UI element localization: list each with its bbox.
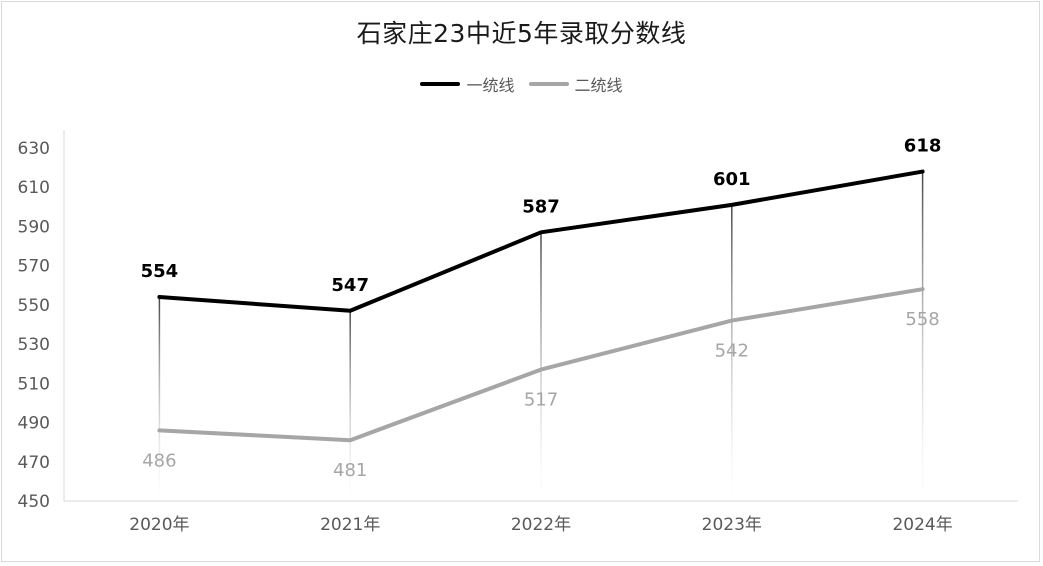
y-tick-label: 550 xyxy=(18,296,50,316)
series-line-1 xyxy=(157,169,925,313)
y-tick-label: 630 xyxy=(18,139,50,159)
x-tick-label: 2021年 xyxy=(320,515,380,535)
data-label-series-2: 558 xyxy=(905,309,939,330)
data-label-series-2: 542 xyxy=(715,341,749,362)
chart-legend: 一统线 二统线 xyxy=(0,72,1043,96)
drop-line xyxy=(921,171,924,502)
data-label-series-1: 618 xyxy=(904,136,942,157)
legend-label-series-2: 二统线 xyxy=(574,76,623,95)
x-tick-label: 2023年 xyxy=(702,515,762,535)
y-tick-label: 570 xyxy=(18,257,50,277)
data-label-series-1: 601 xyxy=(713,169,751,190)
drop-line xyxy=(731,204,733,501)
y-tick-label: 610 xyxy=(18,178,50,198)
drop-line xyxy=(540,232,542,502)
legend-swatch-series-2 xyxy=(528,82,569,86)
x-tick-label: 2020年 xyxy=(129,515,189,535)
legend-label-series-1: 一统线 xyxy=(466,76,515,95)
drop-line xyxy=(158,297,161,501)
x-tick-label: 2024年 xyxy=(892,515,952,535)
y-tick-label: 490 xyxy=(18,414,50,434)
data-label-series-1: 547 xyxy=(331,275,369,296)
y-tick-label: 470 xyxy=(18,453,50,473)
chart-title: 石家庄23中近5年录取分数线 xyxy=(356,19,687,48)
series-line-2 xyxy=(157,287,925,443)
y-tick-label: 530 xyxy=(18,335,50,355)
x-tick-label: 2022年 xyxy=(511,515,571,535)
data-label-series-1: 554 xyxy=(141,261,179,282)
y-tick-label: 510 xyxy=(18,374,50,394)
data-label-series-1: 587 xyxy=(522,196,560,217)
drop-line xyxy=(349,310,351,501)
legend-item-series-1: 一统线 xyxy=(420,72,515,96)
legend-swatch-series-1 xyxy=(420,82,461,86)
data-label-series-2: 517 xyxy=(524,390,558,411)
y-tick-label: 450 xyxy=(18,492,50,512)
y-tick-label: 590 xyxy=(18,217,50,237)
data-label-series-2: 481 xyxy=(333,460,367,481)
legend-item-series-2: 二统线 xyxy=(528,72,623,96)
data-label-series-2: 486 xyxy=(142,450,176,471)
